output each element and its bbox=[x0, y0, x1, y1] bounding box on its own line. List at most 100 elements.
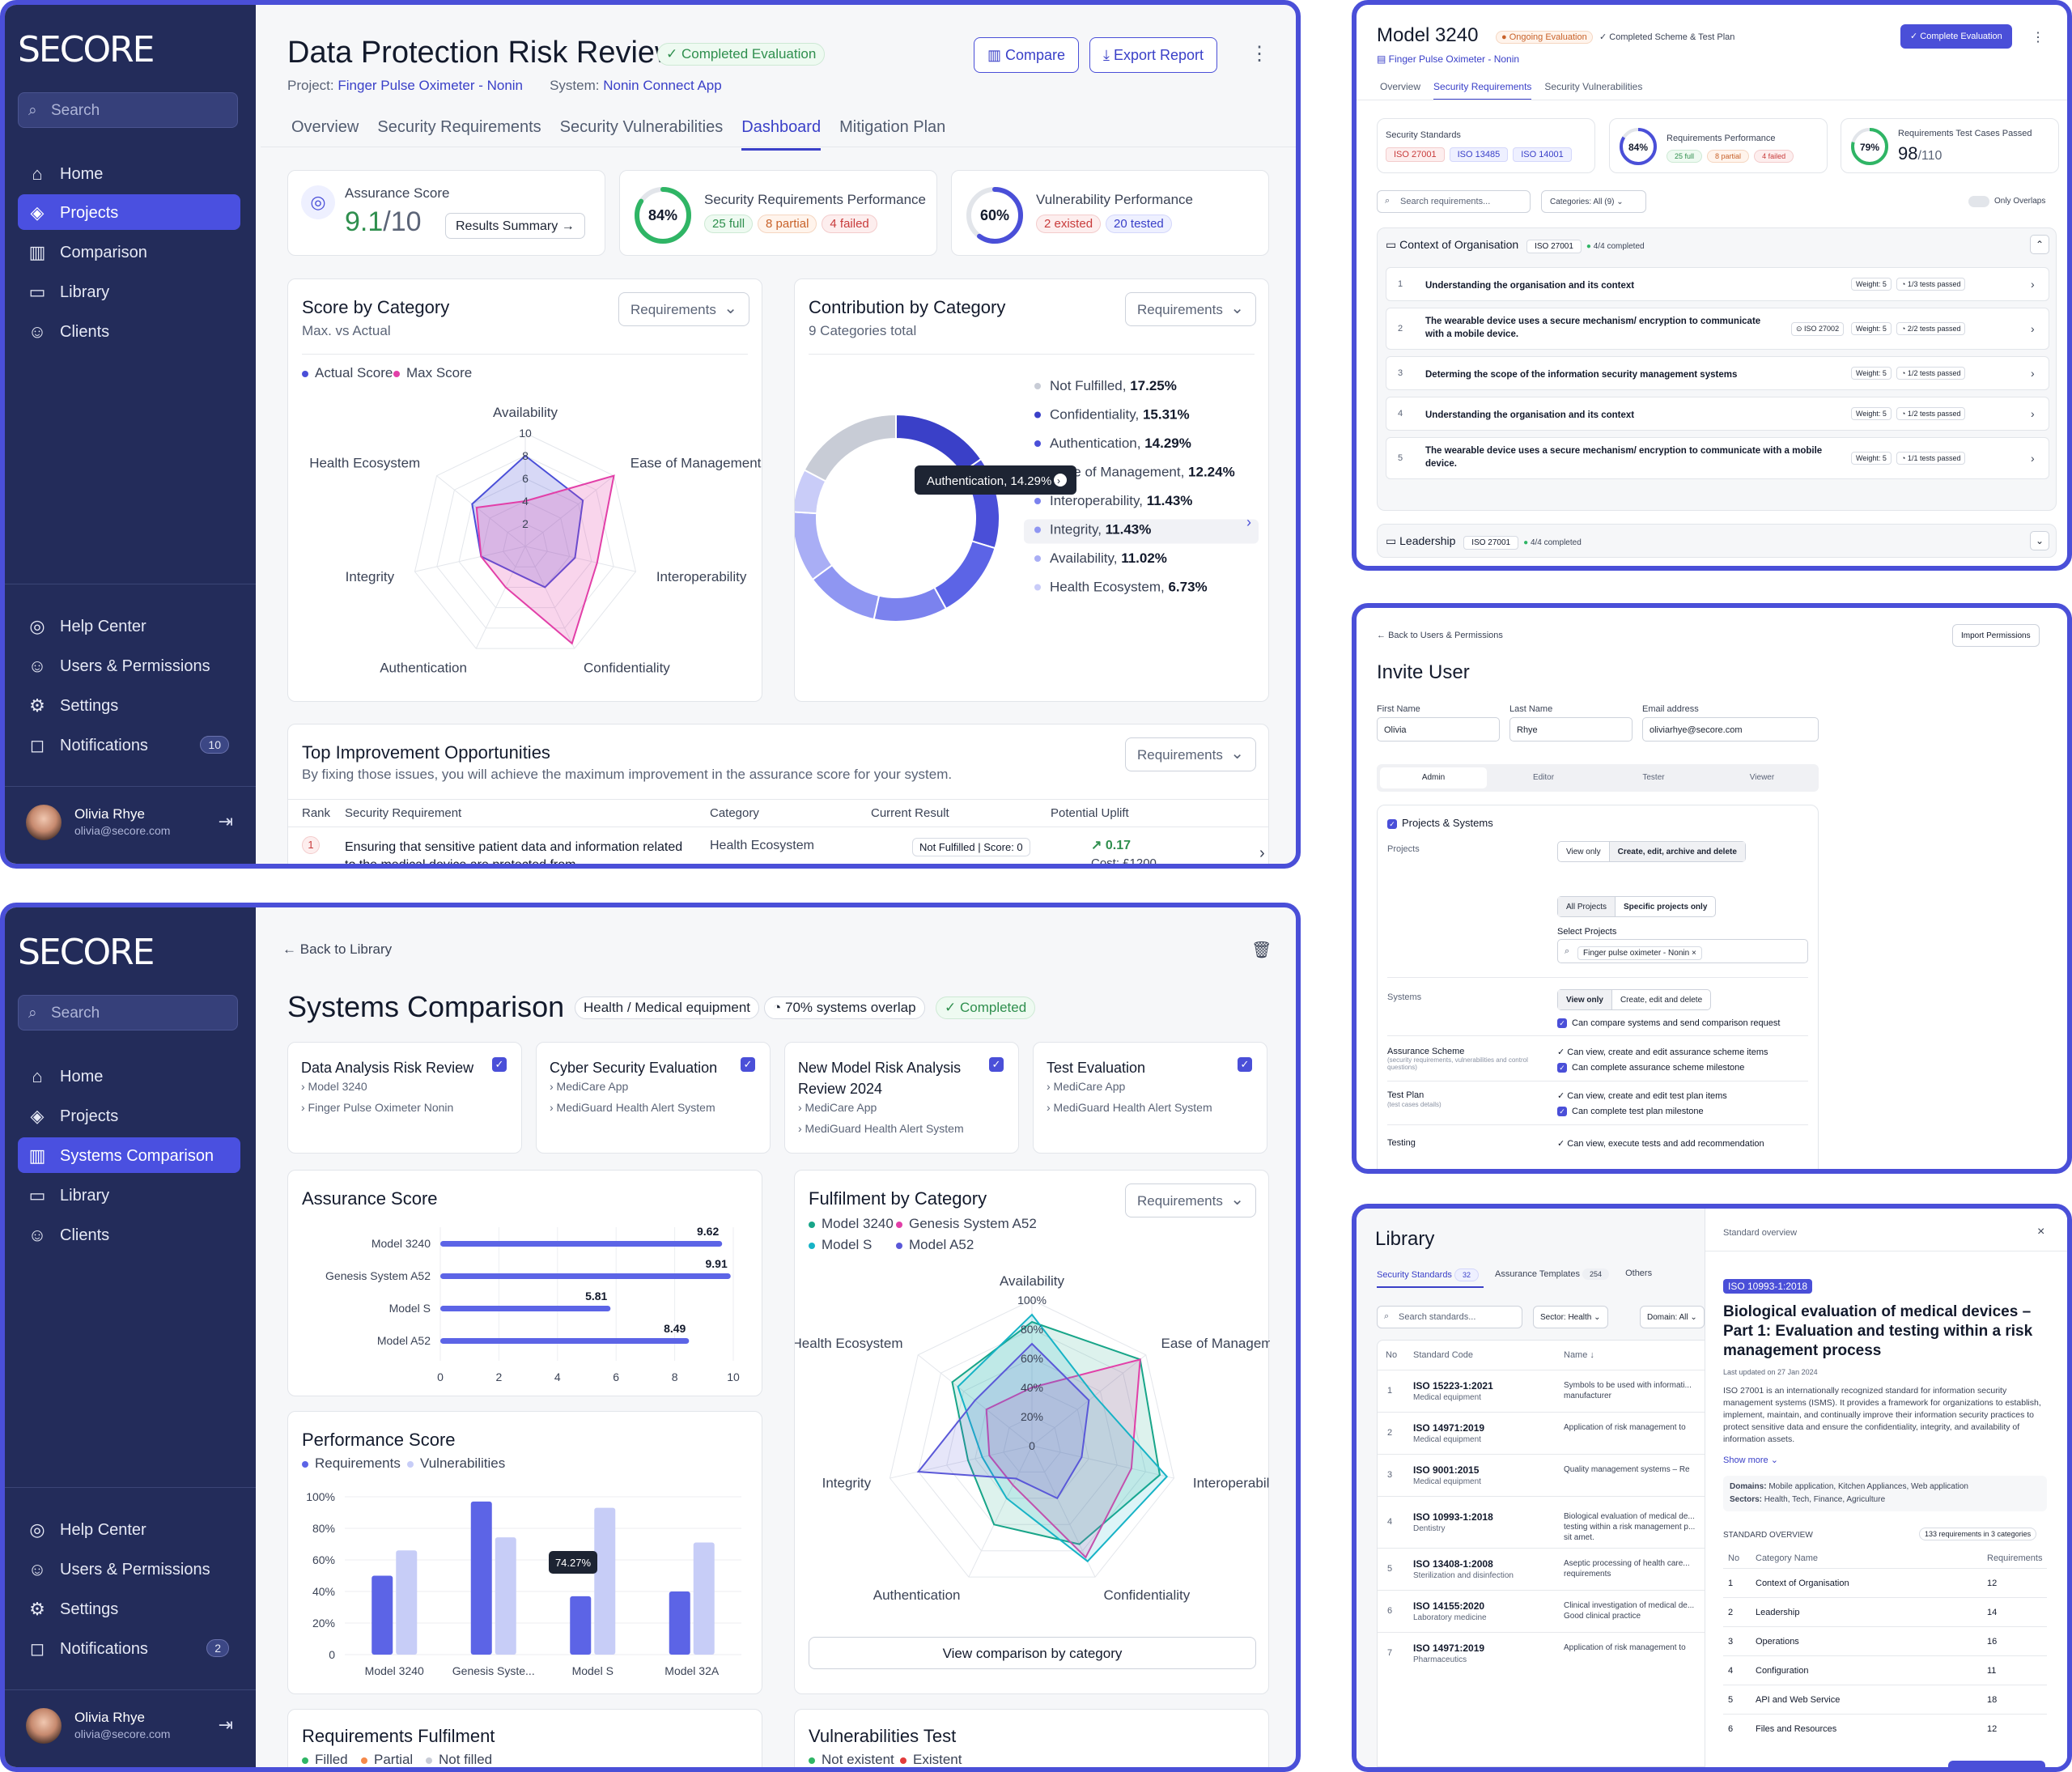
tab-security-requirements[interactable]: Security Requirements bbox=[1433, 81, 1532, 100]
donut-slice[interactable] bbox=[895, 413, 983, 474]
tab-security-requirements[interactable]: Security Requirements bbox=[377, 118, 541, 136]
legend-entry[interactable]: Not Fulfilled, 17.25% bbox=[1050, 378, 1177, 393]
sidebar-item-projects[interactable]: ◈ Projects bbox=[18, 194, 240, 230]
project-link[interactable]: Finger Pulse Oximeter - Nonin bbox=[338, 78, 524, 93]
evaluation-card[interactable]: New Model Risk Analysis Review 2024 ✓ › Me… bbox=[784, 1042, 1019, 1154]
back-to-library-link[interactable]: ← Back to Library bbox=[282, 941, 393, 957]
standard-row[interactable]: 1 ISO 15223-1:2021 Medical equipment Symbol… bbox=[1378, 1370, 1709, 1412]
search-standards-input[interactable]: ⌕ Search standards... bbox=[1377, 1306, 1522, 1328]
panel-action-button[interactable] bbox=[1948, 1761, 2045, 1767]
evaluation-checkbox[interactable]: ✓ bbox=[492, 1057, 507, 1072]
chevron-right-icon[interactable]: › bbox=[2031, 322, 2035, 335]
sidebar-item-clients[interactable]: ☺ Clients bbox=[28, 321, 110, 342]
category-row[interactable]: 4 Configuration 11 bbox=[1723, 1655, 2047, 1685]
sidebar-item-library[interactable]: ▭ Library bbox=[28, 1185, 110, 1205]
view-comparison-button[interactable]: View comparison by category bbox=[809, 1637, 1256, 1669]
donut-slice[interactable] bbox=[933, 540, 996, 610]
tab-overview[interactable]: Overview bbox=[1380, 81, 1421, 92]
logout-icon[interactable]: ⇥ bbox=[218, 1715, 233, 1735]
tab-others[interactable]: Others bbox=[1625, 1268, 1653, 1278]
sidebar-item-settings[interactable]: ⚙ Settings bbox=[18, 687, 240, 723]
tab-overview[interactable]: Overview bbox=[291, 118, 359, 136]
sidebar-item-help[interactable]: ◎ Help Center bbox=[18, 1511, 240, 1547]
tab-security-vulnerabilities[interactable]: Security Vulnerabilities bbox=[1544, 81, 1643, 92]
fulfil-requirements-select[interactable]: Requirements bbox=[1125, 1183, 1256, 1217]
role-tester[interactable]: Tester bbox=[1642, 773, 1665, 782]
import-permissions-button[interactable]: Import Permissions bbox=[1952, 624, 2040, 647]
logout-icon[interactable]: ⇥ bbox=[218, 811, 233, 831]
legend-entry[interactable]: Health Ecosystem, 6.73% bbox=[1050, 580, 1208, 595]
evaluation-checkbox[interactable]: ✓ bbox=[989, 1057, 1004, 1072]
sidebar-item-help[interactable]: ◎ Help Center bbox=[18, 608, 240, 644]
sidebar-item-notifications[interactable]: ◻ Notifications 2 bbox=[18, 1630, 240, 1666]
donut-slice[interactable] bbox=[873, 586, 948, 623]
collapse-icon[interactable]: ⌃ bbox=[2030, 235, 2049, 254]
complete-evaluation-button[interactable]: ✓ Complete Evaluation bbox=[1900, 24, 2012, 49]
sidebar-item-clients[interactable]: ☺ Clients bbox=[28, 1225, 110, 1245]
donut-slice[interactable] bbox=[803, 413, 897, 482]
standard-row[interactable]: 3 ISO 9001:2015 Medical equipment Quality m… bbox=[1378, 1454, 1709, 1496]
category-row[interactable]: 2 Leadership 14 bbox=[1723, 1597, 2047, 1626]
sidebar-item-library[interactable]: ▭ Library bbox=[28, 282, 110, 302]
model-subtitle[interactable]: ▤ Finger Pulse Oximeter - Nonin bbox=[1377, 53, 1520, 65]
category-row[interactable]: 5 API and Web Service 18 bbox=[1723, 1685, 2047, 1714]
perf-bar[interactable] bbox=[396, 1550, 418, 1655]
sidebar-item-notifications[interactable]: ◻ Notifications 10 bbox=[18, 727, 240, 763]
score-requirements-select[interactable]: Requirements bbox=[618, 292, 749, 326]
sidebar-item-settings[interactable]: ⚙ Settings bbox=[18, 1591, 240, 1626]
role-viewer[interactable]: Viewer bbox=[1749, 773, 1775, 782]
chevron-right-icon[interactable]: › bbox=[2031, 452, 2035, 465]
results-summary-button[interactable]: Results Summary → bbox=[445, 213, 585, 239]
sidebar-search-input[interactable]: ⌕ Search bbox=[18, 995, 238, 1030]
perf-bar[interactable] bbox=[693, 1542, 715, 1655]
sidebar-item-users[interactable]: ☺ Users & Permissions bbox=[28, 656, 210, 676]
legend-entry[interactable]: Integrity, 11.43% bbox=[1050, 522, 1151, 538]
perf-bar[interactable] bbox=[669, 1591, 690, 1655]
top-requirements-select[interactable]: Requirements bbox=[1125, 737, 1256, 771]
sidebar-item-systems-comparison[interactable]: ▥ Systems Comparison bbox=[18, 1137, 240, 1173]
chevron-right-icon[interactable]: › bbox=[1259, 844, 1265, 862]
expand-icon[interactable]: ⌄ bbox=[2030, 531, 2049, 550]
close-icon[interactable]: × bbox=[2037, 1225, 2045, 1239]
legend-entry[interactable]: Authentication, 14.29% bbox=[1050, 436, 1191, 451]
system-link[interactable]: Nonin Connect App bbox=[603, 78, 722, 93]
legend-entry[interactable]: Ease of Management, 12.24% bbox=[1050, 465, 1235, 480]
perf-bar[interactable] bbox=[495, 1537, 516, 1655]
donut-slice[interactable] bbox=[811, 563, 881, 621]
category-row[interactable]: 6 Files and Resources 12 bbox=[1723, 1714, 2047, 1743]
perf-bar[interactable] bbox=[570, 1596, 592, 1655]
evaluation-card[interactable]: Test Evaluation ✓ › MediCare App › MediGuar… bbox=[1033, 1042, 1267, 1154]
sidebar-item-home[interactable]: ⌂ Home bbox=[18, 155, 240, 191]
chevron-right-icon[interactable]: › bbox=[2031, 367, 2035, 380]
standard-row[interactable]: 7 ISO 14971:2019 Pharmaceutics Application … bbox=[1378, 1632, 1709, 1674]
sector-filter[interactable]: Sector: Health ⌄ bbox=[1533, 1306, 1608, 1328]
evaluation-card[interactable]: Cyber Security Evaluation ✓ › MediCare App… bbox=[536, 1042, 771, 1154]
evaluation-card[interactable]: Data Analysis Risk Review ✓ › Model 3240 › … bbox=[287, 1042, 522, 1154]
requirement-row[interactable]: 1 Understanding the organisation and its … bbox=[1386, 267, 2049, 301]
compare-button[interactable]: ▥ Compare bbox=[974, 37, 1080, 73]
tab-assurance-templates[interactable]: Assurance Templates 254 bbox=[1495, 1268, 1614, 1288]
sidebar-item-home[interactable]: ⌂ Home bbox=[18, 1058, 240, 1094]
categories-filter[interactable]: Categories: All (9) ⌄ bbox=[1541, 190, 1646, 213]
contrib-requirements-select[interactable]: Requirements bbox=[1125, 292, 1256, 326]
requirement-row[interactable]: 4 Understanding the organisation and its … bbox=[1386, 397, 2049, 431]
role-editor[interactable]: Editor bbox=[1532, 773, 1555, 782]
domain-filter[interactable]: Domain: All ⌄ bbox=[1640, 1306, 1705, 1328]
search-requirements-input[interactable]: ⌕ Search requirements... bbox=[1377, 190, 1531, 213]
back-link[interactable]: ← Back to Users & Permissions bbox=[1377, 631, 1503, 640]
evaluation-checkbox[interactable]: ✓ bbox=[1238, 1057, 1252, 1072]
chevron-right-icon[interactable]: › bbox=[1246, 514, 1251, 530]
legend-entry[interactable]: Availability, 11.02% bbox=[1050, 550, 1167, 566]
standard-row[interactable]: 2 ISO 14971:2019 Medical equipment Applicat… bbox=[1378, 1412, 1709, 1454]
chevron-right-icon[interactable]: › bbox=[2031, 278, 2035, 291]
more-icon[interactable]: ⋮ bbox=[1250, 43, 1269, 65]
more-icon[interactable]: ⋮ bbox=[2032, 31, 2044, 45]
category-row[interactable]: 1 Context of Organisation 12 bbox=[1723, 1568, 2047, 1597]
requirement-row[interactable]: 5 The wearable device uses a secure mecha… bbox=[1386, 437, 2049, 479]
standard-row[interactable]: 6 ISO 14155:2020 Laboratory medicine Clinic… bbox=[1378, 1590, 1709, 1632]
standard-row[interactable]: 4 ISO 10993-1:2018 Dentistry Biological eva… bbox=[1378, 1496, 1709, 1548]
export-report-button[interactable]: ⤓ Export Report bbox=[1089, 37, 1218, 73]
tab-security-standards[interactable]: Security Standards 32 bbox=[1377, 1268, 1484, 1288]
checkbox-icon[interactable]: ✓ bbox=[1387, 818, 1397, 829]
sidebar-item-comparison[interactable]: ▥ Comparison bbox=[28, 242, 147, 262]
